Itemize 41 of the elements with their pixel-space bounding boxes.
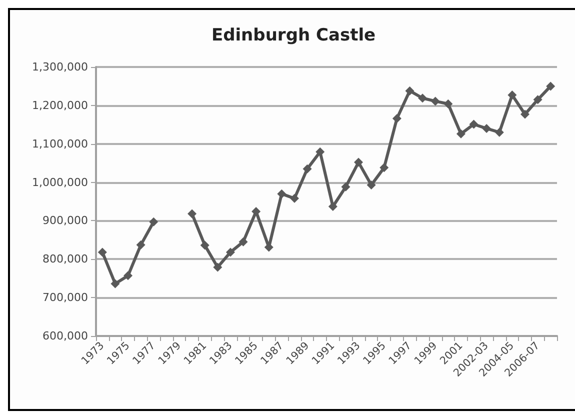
y-tick-label: 700,000 [42, 291, 88, 304]
point [200, 240, 210, 250]
point [238, 237, 248, 246]
y-tick-label: 900,000 [42, 214, 88, 228]
point [341, 182, 350, 192]
point [98, 248, 107, 257]
point [392, 114, 402, 123]
point [136, 240, 146, 250]
point [546, 82, 556, 91]
point [110, 279, 120, 288]
chart-title: Edinburgh Castle [211, 26, 376, 46]
point [430, 96, 440, 106]
point [252, 206, 261, 216]
y-tick-label: 600,000 [42, 330, 88, 342]
point [354, 158, 364, 167]
point [380, 163, 389, 172]
point [149, 217, 158, 226]
point [456, 129, 466, 138]
y-tick-label: 1,300,000 [32, 60, 88, 74]
y-tick-label: 1,200,000 [32, 98, 88, 112]
point [508, 90, 517, 100]
point [316, 147, 325, 156]
point [124, 271, 133, 280]
point [533, 95, 542, 104]
point [482, 124, 492, 133]
point [226, 248, 235, 257]
y-tick-label: 1,000,000 [32, 176, 88, 189]
y-tick-label: 800,000 [42, 252, 88, 266]
point [418, 94, 428, 103]
point [290, 194, 299, 203]
point [366, 180, 376, 190]
point [213, 262, 222, 272]
point [277, 189, 286, 198]
point [405, 86, 414, 96]
point [444, 99, 453, 108]
point [469, 120, 478, 129]
y-tick-label: 1,100,000 [32, 137, 88, 150]
point [520, 110, 530, 119]
point [494, 128, 504, 137]
point [188, 209, 197, 218]
point [302, 164, 312, 174]
